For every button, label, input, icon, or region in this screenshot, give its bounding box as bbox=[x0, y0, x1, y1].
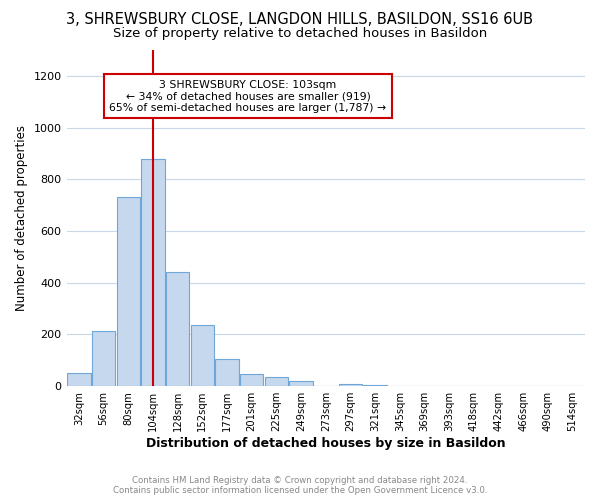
Y-axis label: Number of detached properties: Number of detached properties bbox=[15, 125, 28, 311]
Text: 3, SHREWSBURY CLOSE, LANGDON HILLS, BASILDON, SS16 6UB: 3, SHREWSBURY CLOSE, LANGDON HILLS, BASI… bbox=[67, 12, 533, 28]
Bar bbox=[339, 384, 362, 386]
Bar bbox=[116, 198, 140, 386]
Bar bbox=[265, 377, 288, 386]
Bar bbox=[141, 158, 164, 386]
Text: Contains HM Land Registry data © Crown copyright and database right 2024.
Contai: Contains HM Land Registry data © Crown c… bbox=[113, 476, 487, 495]
Bar bbox=[240, 374, 263, 386]
Bar bbox=[67, 374, 91, 386]
Text: 3 SHREWSBURY CLOSE: 103sqm
← 34% of detached houses are smaller (919)
65% of sem: 3 SHREWSBURY CLOSE: 103sqm ← 34% of deta… bbox=[109, 80, 386, 113]
X-axis label: Distribution of detached houses by size in Basildon: Distribution of detached houses by size … bbox=[146, 437, 506, 450]
Bar bbox=[215, 359, 239, 386]
Text: Size of property relative to detached houses in Basildon: Size of property relative to detached ho… bbox=[113, 28, 487, 40]
Bar bbox=[289, 381, 313, 386]
Bar bbox=[92, 330, 115, 386]
Bar bbox=[191, 326, 214, 386]
Bar bbox=[166, 272, 190, 386]
